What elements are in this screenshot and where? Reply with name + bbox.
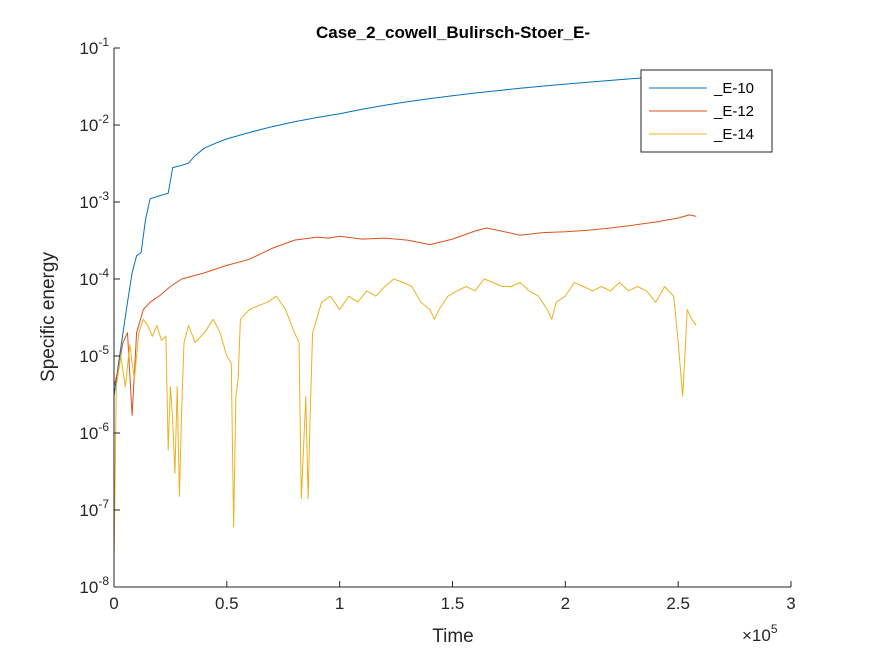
x-tick-label: 1 bbox=[335, 594, 344, 613]
legend-entry: _E-12 bbox=[713, 103, 754, 120]
y-tick-label: 10-8 bbox=[79, 574, 109, 597]
y-tick-label: 10-6 bbox=[79, 420, 109, 443]
y-tick-label: 10-7 bbox=[79, 497, 109, 520]
legend-entry: _E-10 bbox=[713, 80, 754, 97]
series-line-3 bbox=[113, 278, 697, 564]
x-tick-label: 2.5 bbox=[666, 594, 690, 613]
x-tick-label: 2 bbox=[561, 594, 570, 613]
x-multiplier-base: ×10 bbox=[742, 626, 771, 645]
x-multiplier-exponent: 5 bbox=[771, 622, 778, 636]
x-tick-label: 1.5 bbox=[441, 594, 465, 613]
x-tick-label: 0.5 bbox=[215, 594, 239, 613]
y-tick-label: 10-1 bbox=[79, 35, 109, 58]
y-axis-label: Specific energy bbox=[38, 252, 59, 382]
series-line-2 bbox=[113, 214, 697, 416]
y-tick-label: 10-2 bbox=[79, 112, 109, 135]
series-line-1 bbox=[113, 74, 697, 397]
y-tick-label: 10-3 bbox=[79, 189, 109, 212]
y-tick-label: 10-5 bbox=[79, 343, 109, 366]
x-multiplier-label: ×105 bbox=[742, 622, 778, 645]
legend-entry: _E-14 bbox=[713, 126, 754, 143]
y-tick-label: 10-4 bbox=[79, 266, 109, 289]
x-tick-label: 0 bbox=[109, 594, 118, 613]
axes-layer: 0 0.5 1 1.5 2 2.5 3 10-8 10-7 10-6 10-5 10-4 10-3 10-… bbox=[79, 35, 795, 613]
chart-title: Case_2_cowell_Bulirsch-Stoer_E- bbox=[316, 23, 590, 42]
x-tick-label: 3 bbox=[786, 594, 795, 613]
legend: _E-10 _E-12 _E-14 bbox=[640, 69, 773, 153]
x-axis-label: Time bbox=[432, 626, 474, 647]
series-layer bbox=[113, 74, 697, 564]
